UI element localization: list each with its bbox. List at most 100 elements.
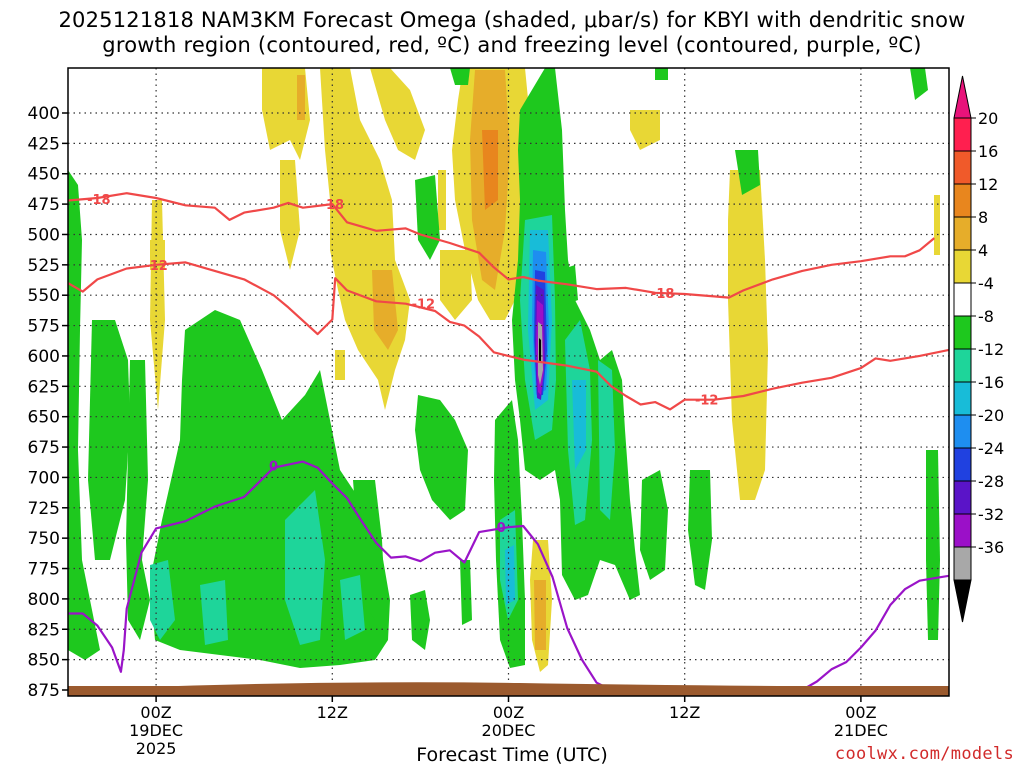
y-tick-label: 700 — [28, 468, 60, 488]
y-tick-label: 750 — [28, 529, 60, 549]
colorbar-label: -8 — [978, 307, 994, 326]
omega-negative-area — [150, 310, 390, 668]
contour-label: 0 — [269, 459, 278, 474]
omega-negative-area — [200, 580, 228, 645]
colorbar-swatch — [953, 315, 972, 350]
dendritic-contour — [68, 192, 936, 299]
colorbar-swatch — [953, 480, 972, 515]
colorbar-label: 4 — [978, 241, 988, 260]
chart-title-line1: 2025121818 NAM3KM Forecast Omega (shaded… — [58, 8, 966, 32]
contour-label-layer: -18 -18 -18 -12 -12 -12 0 0 — [87, 193, 719, 536]
colorbar-label: -28 — [978, 472, 1004, 491]
x-tick-label: 00Z — [140, 703, 171, 722]
colorbar-swatch — [953, 282, 972, 317]
x-tick-label: 12Z — [669, 703, 700, 722]
y-tick-label: 875 — [28, 681, 60, 701]
omega-positive-area — [534, 580, 546, 650]
y-tick-label: 400 — [28, 104, 60, 124]
y-axis: 400 425 450 475 500 525 550 575 600 625 650 675 700 7… — [28, 104, 68, 701]
omega-negative-area — [68, 170, 100, 660]
omega-negative-area — [460, 560, 472, 625]
x-tick-label: 19DEC — [129, 721, 183, 740]
colorbar-label: -24 — [978, 439, 1004, 458]
x-tick-label: 00Z — [845, 703, 876, 722]
omega-negative-area — [285, 490, 325, 645]
y-tick-label: 625 — [28, 377, 60, 397]
omega-shading — [68, 68, 940, 672]
y-tick-label: 650 — [28, 408, 60, 428]
omega-negative-area — [415, 395, 468, 520]
omega-positive-area — [150, 240, 165, 270]
x-tick-label: 21DEC — [834, 721, 888, 740]
contour-label: -12 — [412, 298, 436, 313]
omega-positive-area — [934, 195, 940, 255]
plot-grid — [68, 68, 949, 696]
colorbar-label: 16 — [978, 142, 998, 161]
colorbar-top-arrow — [953, 75, 972, 119]
omega-negative-area — [926, 450, 940, 640]
y-tick-label: 450 — [28, 165, 60, 185]
contour-label: -12 — [695, 394, 719, 409]
omega-negative-area — [598, 360, 615, 520]
dendritic-contour — [68, 261, 949, 411]
omega-negative-area — [688, 470, 712, 590]
omega-positive-area — [297, 75, 305, 120]
omega-negative-area — [655, 68, 668, 80]
omega-positive-area — [440, 250, 472, 320]
colorbar-swatch — [953, 249, 972, 284]
colorbar-swatch — [953, 447, 972, 482]
omega-negative-area — [910, 68, 928, 100]
omega-positive-area — [372, 270, 398, 350]
omega-negative-area — [415, 175, 440, 260]
omega-negative-area — [126, 360, 150, 640]
contour-label: -18 — [87, 193, 111, 208]
omega-negative-area — [410, 590, 430, 650]
contour-label: -18 — [651, 287, 675, 302]
omega-negative-area — [640, 470, 668, 580]
colorbar-swatch — [953, 150, 972, 185]
x-tick-label: 12Z — [317, 703, 348, 722]
colorbar-swatch — [953, 513, 972, 548]
colorbar-swatch — [953, 348, 972, 383]
x-tick-label: 2025 — [136, 739, 177, 758]
freezing-level-contour — [68, 460, 622, 696]
chart-title-line2: growth region (contoured, red, ºC) and f… — [102, 33, 922, 57]
omega-negative-area — [735, 150, 760, 195]
omega-positive-area — [438, 170, 446, 230]
x-axis-label: Forecast Time (UTC) — [416, 744, 608, 766]
colorbar-label: 20 — [978, 109, 998, 128]
y-tick-label: 825 — [28, 620, 60, 640]
colorbar-label: -12 — [978, 340, 1004, 359]
contour-label: -18 — [321, 198, 345, 213]
y-tick-label: 475 — [28, 195, 60, 215]
contour-layer — [68, 192, 949, 696]
colorbar-swatch — [953, 183, 972, 218]
omega-negative-area — [505, 545, 515, 605]
contour-label: -12 — [144, 259, 168, 274]
colorbar-swatch — [953, 216, 972, 251]
x-tick-label: 20DEC — [482, 721, 536, 740]
colorbar-label: -36 — [978, 538, 1004, 557]
colorbar-label: -4 — [978, 274, 994, 293]
colorbar-bottom-arrow — [953, 579, 972, 623]
omega-positive-area — [630, 110, 660, 150]
contour-label: 0 — [497, 521, 506, 536]
y-tick-label: 500 — [28, 225, 60, 245]
y-tick-label: 675 — [28, 438, 60, 458]
colorbar-swatch — [953, 546, 972, 581]
colorbar-swatch — [953, 381, 972, 416]
omega-positive-area — [150, 200, 165, 410]
colorbar: 20 16 12 8 4 -4 -8 -12 -16 -20 -24 -28 -32 -36 — [953, 75, 1004, 623]
credit-text: coolwx.com/models — [834, 744, 1014, 764]
y-tick-label: 575 — [28, 317, 60, 337]
colorbar-label: -20 — [978, 406, 1004, 425]
y-tick-label: 725 — [28, 499, 60, 519]
omega-positive-area — [728, 170, 768, 500]
freezing-level-contour — [773, 574, 949, 696]
y-tick-label: 525 — [28, 256, 60, 276]
y-tick-label: 550 — [28, 286, 60, 306]
omega-positive-area — [280, 160, 300, 270]
colorbar-label: -16 — [978, 373, 1004, 392]
colorbar-swatch — [953, 117, 972, 152]
